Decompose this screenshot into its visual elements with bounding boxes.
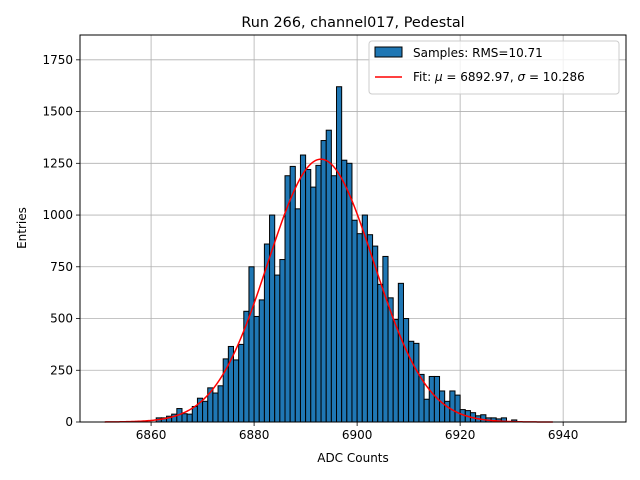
histogram-bar [232,359,240,423]
y-tick-label: 1000 [42,208,73,222]
histogram-bar [279,259,286,423]
histogram-bar [258,299,265,423]
histogram-bar [217,385,224,423]
histogram-bar [356,233,363,423]
y-axis-label: Entries [15,207,29,249]
histogram-bar [397,282,404,423]
histogram-bar [320,140,327,423]
y-tick-label: 1750 [42,53,73,67]
x-tick-label: 6920 [445,428,476,442]
legend-fit-mu-text: = 6892.97, [443,70,518,84]
histogram-bar [212,392,219,423]
y-tick-label: 250 [50,363,73,377]
y-tick-label: 1500 [42,105,73,119]
x-tick-label: 6900 [342,428,373,442]
histogram-bar [377,283,384,423]
plot-frame [79,34,627,423]
y-tick-label: 750 [50,260,73,274]
x-tick-label: 6860 [136,428,167,442]
histogram-bar [325,129,332,423]
histogram-bar [423,398,430,423]
histogram-bar [248,266,255,423]
histogram-bar [289,165,296,423]
y-tick-label: 500 [50,312,73,326]
histogram-bar [294,208,301,423]
histogram-bar [351,219,358,423]
x-axis-ticks: 6860 6880 6900 6920 6940 [136,422,579,442]
y-axis-ticks: 0 250 500 750 1000 1250 1500 1750 [42,53,80,429]
histogram-bars [140,86,518,423]
x-axis-label: ADC Counts [317,451,389,465]
legend: Samples: RMS=10.71 Fit: μ = 6892.97, σ =… [368,40,620,95]
histogram-bar [428,375,435,423]
histogram-bar [336,86,343,423]
histogram-bar [361,214,368,423]
y-tick-label: 0 [65,415,73,429]
histogram-bar [186,413,193,423]
histogram-bar [439,390,446,423]
histogram-bar [274,274,281,423]
histogram-bar [330,175,338,423]
legend-fit-mu-symbol: μ [434,70,443,84]
histogram-bar [310,186,317,423]
histogram-bar [413,342,420,423]
fit-curve-group [104,158,553,423]
legend-fit-sigma-text: = 10.286 [525,70,585,84]
histogram-bar [305,169,312,423]
histogram-bar [408,340,415,423]
x-tick-label: 6940 [548,428,579,442]
histogram-bar [480,414,487,423]
histogram-bar [253,315,260,423]
histogram-bar [366,234,374,423]
histogram-bar [341,159,348,423]
histogram-bar [191,405,198,423]
histogram-bar [202,400,209,423]
histogram-bar [392,319,399,423]
legend-fit-prefix: Fit: [413,70,435,84]
legend-box [368,40,620,95]
histogram-bar [449,390,456,423]
legend-fit-sigma-symbol: σ [518,70,526,84]
histogram-bar [454,394,461,423]
fit-curve [104,158,553,423]
histogram-bar [181,413,188,423]
histogram-bar [402,318,410,423]
x-tick-label: 6880 [239,428,270,442]
chart-title: Run 266, channel017, Pedestal [241,15,464,31]
histogram-bar [444,400,451,423]
histogram-bar [315,164,322,423]
y-tick-label: 1250 [42,156,73,170]
legend-histogram-swatch [374,46,403,58]
legend-histogram-label: Samples: RMS=10.71 [413,46,543,60]
histogram-bar [382,255,389,423]
legend-fit-label: Fit: μ = 6892.97, σ = 10.286 [413,70,585,84]
histogram-bar [238,343,245,423]
histogram-bar [346,162,353,423]
histogram-bar [299,154,307,423]
